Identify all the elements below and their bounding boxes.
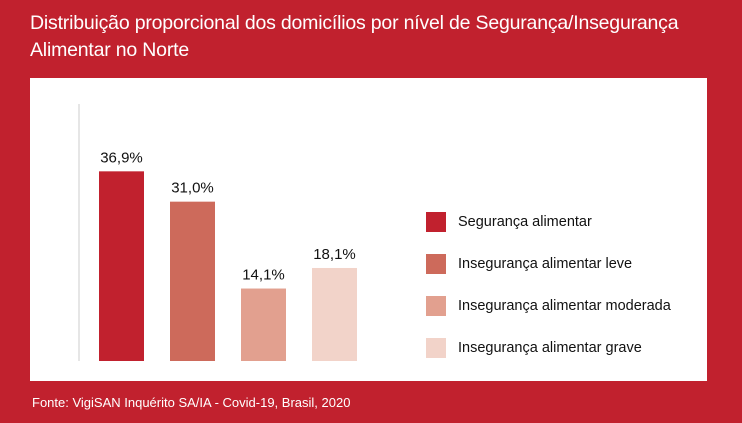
bar-value-label: 31,0%	[171, 180, 214, 197]
chart-panel: 36,9% 31,0% 14,1% 18,1% Segurança alimentar…	[30, 78, 707, 381]
bar-value-label: 14,1%	[242, 267, 285, 284]
bar-chart: 36,9% 31,0% 14,1% 18,1%	[78, 104, 357, 361]
legend-swatch	[426, 296, 446, 316]
legend-label: Insegurança alimentar leve	[458, 256, 633, 272]
bar-2	[170, 201, 215, 361]
chart-title: Distribuição proporcional dos domicílios…	[30, 12, 679, 61]
bar-value-label: 18,1%	[313, 246, 356, 263]
legend-label: Insegurança alimentar moderada	[458, 298, 671, 314]
legend-swatch	[426, 212, 446, 232]
bar-value-label: 36,9%	[100, 149, 143, 166]
legend-item-seguranca: Segurança alimentar	[426, 212, 671, 232]
legend-label: Segurança alimentar	[458, 214, 592, 230]
legend: Segurança alimentar Insegurança alimenta…	[426, 212, 671, 380]
legend-label: Insegurança alimentar grave	[458, 340, 642, 356]
legend-item-inseguranca-leve: Insegurança alimentar leve	[426, 254, 671, 274]
source-note: Fonte: VigiSAN Inquérito SA/IA - Covid-1…	[32, 395, 351, 410]
bar-3	[241, 288, 286, 361]
legend-swatch	[426, 338, 446, 358]
legend-item-inseguranca-moderada: Insegurança alimentar moderada	[426, 296, 671, 316]
bar-1	[99, 171, 144, 361]
legend-swatch	[426, 254, 446, 274]
bar-4	[312, 267, 357, 361]
legend-item-inseguranca-grave: Insegurança alimentar grave	[426, 338, 671, 358]
